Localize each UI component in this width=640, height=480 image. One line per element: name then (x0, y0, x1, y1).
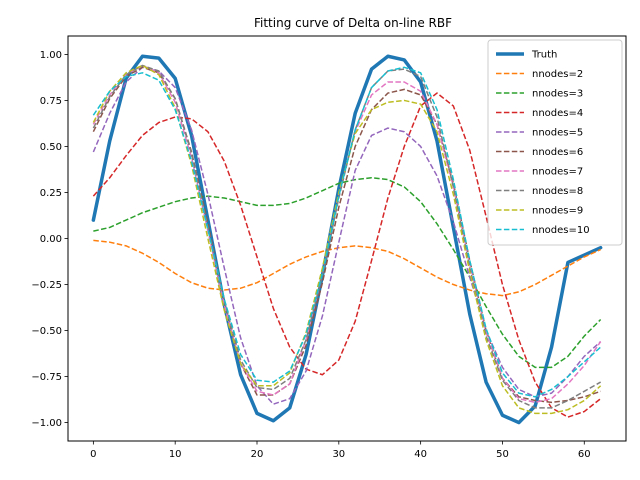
x-tick-label: 50 (496, 449, 509, 460)
legend-box (487, 39, 623, 246)
y-tick-label: 0.25 (40, 188, 62, 199)
series-line-nnodes-10 (92, 66, 602, 398)
x-tick-label: 0 (90, 449, 96, 460)
x-tick-label: 40 (414, 449, 427, 460)
y-tick-label: 0.00 (40, 234, 62, 245)
legend: Truth nnodes=2 nnodes=3 nnodes=4 nnodes=5 nno… (487, 39, 623, 246)
y-tick-label: 1.00 (40, 50, 62, 61)
legend-label: nnodes=6 (532, 147, 583, 158)
y-tick-label: −0.75 (31, 372, 62, 383)
y-tick-label: −0.50 (31, 326, 62, 337)
legend-label: nnodes=5 (532, 128, 583, 139)
legend-label: nnodes=7 (532, 167, 583, 178)
plot-area (91, 54, 603, 425)
y-tick-label: 0.75 (40, 96, 62, 107)
series-line-truth (91, 54, 603, 425)
x-tick-label: 20 (251, 449, 264, 460)
series-line-nnodes-6 (92, 66, 601, 404)
legend-label: nnodes=4 (532, 108, 583, 119)
legend-label: nnodes=8 (532, 186, 583, 197)
legend-label: nnodes=9 (532, 206, 583, 217)
x-tick-label: 10 (169, 449, 182, 460)
legend-label: nnodes=3 (532, 89, 583, 100)
y-tick-label: −1.00 (31, 418, 62, 429)
y-tick-label: −0.25 (31, 280, 62, 291)
series-line-nnodes-3 (93, 177, 602, 369)
y-tick-label: 0.50 (40, 142, 62, 153)
legend-label: Truth (531, 50, 557, 61)
x-tick-label: 60 (578, 449, 591, 460)
legend-label: nnodes=2 (532, 69, 583, 80)
series-line-nnodes-2 (93, 239, 601, 297)
axis-ticks: 0 10 20 30 40 50 60 −1.00 −0.75 −0.50 −0.25 0.00 0.2… (31, 50, 590, 460)
chart-title: Fitting curve of Delta on-line RBF (254, 16, 452, 30)
legend-label: nnodes=10 (532, 225, 590, 236)
x-tick-label: 30 (332, 449, 345, 460)
series-line-nnodes-5 (92, 66, 602, 405)
